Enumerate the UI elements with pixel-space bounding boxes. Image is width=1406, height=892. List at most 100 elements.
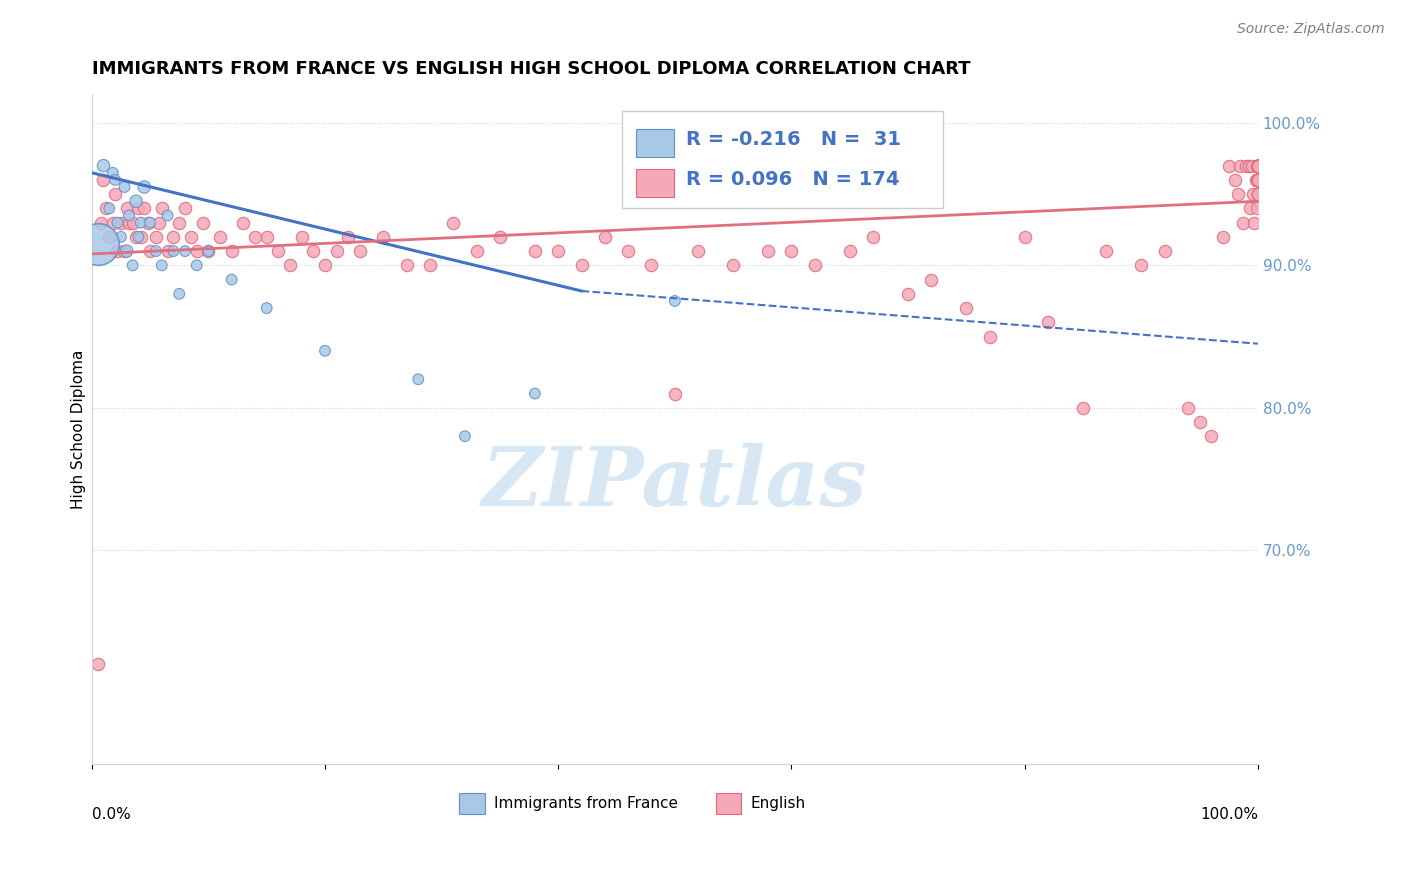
Point: [110, 216, 132, 230]
Point: [125, 194, 148, 209]
Point: [1247, 159, 1270, 173]
Point: [148, 216, 170, 230]
Point: [191, 216, 214, 230]
Point: [1247, 159, 1270, 173]
Point: [1247, 159, 1270, 173]
Point: [162, 244, 184, 259]
Point: [1247, 159, 1270, 173]
Point: [1247, 173, 1270, 187]
Bar: [460, 793, 485, 814]
Text: 100.0%: 100.0%: [1199, 807, 1258, 822]
Text: R = -0.216   N =  31: R = -0.216 N = 31: [686, 129, 901, 149]
Point: [1247, 173, 1270, 187]
Point: [1177, 401, 1199, 415]
Point: [1247, 159, 1270, 173]
Point: [395, 258, 418, 272]
Point: [1229, 159, 1251, 173]
Point: [1218, 159, 1240, 173]
Point: [1232, 216, 1254, 230]
Point: [1188, 415, 1211, 429]
Point: [314, 258, 336, 272]
Point: [1247, 173, 1270, 187]
Point: [145, 230, 167, 244]
Point: [1199, 429, 1222, 443]
Point: [1247, 173, 1270, 187]
Point: [838, 244, 860, 259]
Point: [489, 230, 512, 244]
Point: [1247, 159, 1270, 173]
Point: [1247, 159, 1270, 173]
Point: [1237, 159, 1260, 173]
Point: [1246, 202, 1268, 216]
Point: [1247, 159, 1270, 173]
Point: [523, 244, 546, 259]
Text: IMMIGRANTS FROM FRANCE VS ENGLISH HIGH SCHOOL DIPLOMA CORRELATION CHART: IMMIGRANTS FROM FRANCE VS ENGLISH HIGH S…: [91, 60, 970, 78]
Point: [1247, 159, 1270, 173]
Point: [145, 244, 167, 259]
Point: [134, 180, 156, 194]
Point: [1247, 159, 1270, 173]
Point: [139, 244, 162, 259]
Text: 0.0%: 0.0%: [91, 807, 131, 822]
Point: [314, 343, 336, 358]
Text: Source: ZipAtlas.com: Source: ZipAtlas.com: [1237, 22, 1385, 37]
Point: [1212, 230, 1234, 244]
Point: [1247, 159, 1270, 173]
Point: [1247, 173, 1270, 187]
Text: Immigrants from France: Immigrants from France: [494, 796, 678, 811]
Point: [93, 173, 115, 187]
Point: [118, 216, 141, 230]
Point: [1247, 159, 1270, 173]
Point: [593, 230, 616, 244]
Point: [1095, 244, 1118, 259]
Point: [955, 301, 977, 315]
Point: [1247, 159, 1270, 173]
Point: [1247, 159, 1270, 173]
Point: [221, 272, 243, 286]
Point: [441, 216, 464, 230]
Point: [897, 286, 920, 301]
Point: [1247, 159, 1270, 173]
Point: [1247, 173, 1270, 187]
Point: [1247, 159, 1270, 173]
Point: [221, 244, 243, 259]
Point: [104, 187, 127, 202]
Point: [803, 258, 825, 272]
Point: [1247, 159, 1270, 173]
Point: [1247, 159, 1270, 173]
Point: [1247, 159, 1270, 173]
Point: [232, 216, 254, 230]
Point: [156, 209, 179, 223]
Point: [337, 230, 360, 244]
Point: [1247, 159, 1270, 173]
Point: [1247, 159, 1270, 173]
Point: [115, 244, 138, 259]
Point: [127, 202, 149, 216]
Point: [419, 258, 441, 272]
Point: [1247, 173, 1270, 187]
Point: [1247, 159, 1270, 173]
FancyBboxPatch shape: [623, 112, 943, 208]
Point: [1247, 159, 1270, 173]
Text: ZIPatlas: ZIPatlas: [482, 442, 868, 523]
Point: [1247, 187, 1270, 202]
Point: [1247, 173, 1270, 187]
Point: [243, 230, 266, 244]
Text: R = 0.096   N = 174: R = 0.096 N = 174: [686, 170, 900, 189]
Point: [1247, 187, 1270, 202]
Point: [101, 216, 124, 230]
Point: [129, 230, 152, 244]
Point: [1071, 401, 1094, 415]
Point: [267, 244, 290, 259]
Point: [1247, 159, 1270, 173]
Point: [664, 386, 686, 401]
Point: [1247, 159, 1270, 173]
Point: [1247, 159, 1270, 173]
Point: [209, 230, 232, 244]
Point: [1240, 159, 1263, 173]
Point: [278, 258, 301, 272]
Point: [1247, 159, 1270, 173]
Point: [1239, 202, 1261, 216]
Point: [256, 301, 278, 315]
Point: [174, 202, 197, 216]
